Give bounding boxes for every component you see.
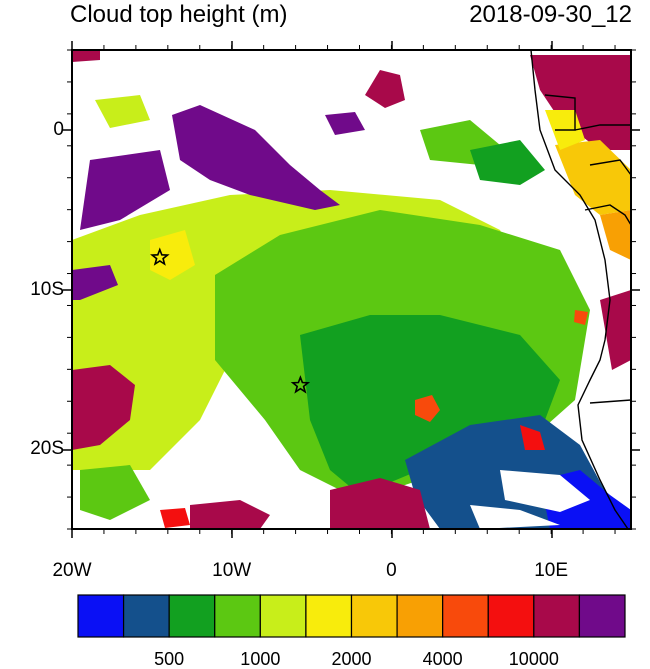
lat-tick-label: 20S [30,438,64,460]
star-marker-icon [150,247,170,266]
color-labelbar [77,594,626,638]
labelbar-swatch [122,594,170,638]
star-marker-icon [290,375,311,394]
map-datetime: 2018-09-30_12 [469,1,632,28]
lon-tick-label: 10E [534,560,569,581]
minor-tick-marks [67,45,636,534]
labelbar-swatch [487,594,535,638]
lon-tick-label: 20W [52,560,92,581]
labelbar-swatch [305,594,353,638]
lon-tick-label: 0 [386,560,397,581]
labelbar-tick-label: 4000 [422,649,463,669]
labelbar-tick-label: 1000 [240,649,281,669]
labelbar-swatch [533,594,581,638]
labelbar-tick-label: 2000 [331,649,372,669]
labelbar-swatch [259,594,307,638]
labelbar-swatch [578,594,626,638]
cloud-patch-purple [172,105,340,210]
lat-tick-label: 0 [53,118,64,140]
coastline [530,49,632,530]
site-markers [150,247,311,394]
labelbar-swatch [168,594,216,638]
labelbar-tick-label: 500 [154,649,185,669]
lon-tick-label: 10W [212,560,252,581]
lat-tick-label: 10S [30,278,64,300]
labelbar-swatch [214,594,261,638]
cloud-field [72,50,631,529]
map-title: Cloud top height (m) [70,1,288,28]
labelbar-swatch [77,594,125,638]
labelbar-swatch [350,594,398,638]
cloud-patch-maroon [72,365,135,450]
labelbar-tick-label: 10000 [508,649,559,669]
labelbar-swatch [442,594,489,638]
labelbar-swatch [396,594,444,638]
